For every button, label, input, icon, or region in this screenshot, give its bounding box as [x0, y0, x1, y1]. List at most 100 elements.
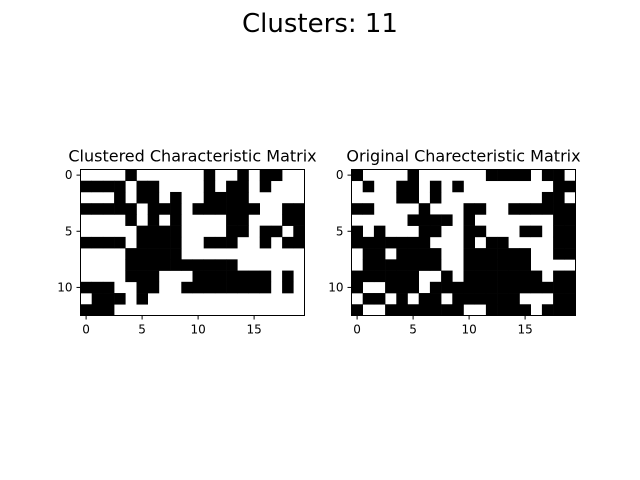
- heatmap-cell: [237, 203, 249, 215]
- heatmap-cell: [485, 281, 498, 294]
- heatmap-cell: [351, 225, 363, 238]
- heatmap-cell: [519, 169, 531, 182]
- heatmap-cell: [564, 180, 576, 193]
- heatmap-cell: [282, 281, 294, 294]
- heatmap-cell: [396, 259, 408, 271]
- heatmap-cell: [147, 214, 160, 226]
- heatmap-cell: [237, 214, 249, 226]
- heatmap-cell: [553, 248, 565, 260]
- heatmap-cell: [474, 248, 487, 260]
- heatmap-cell: [147, 248, 160, 260]
- heatmap-cell: [463, 281, 475, 294]
- heatmap-cell: [429, 225, 442, 238]
- heatmap-cell: [270, 169, 283, 182]
- heatmap-cell: [125, 259, 137, 271]
- heatmap-cell: [508, 203, 520, 215]
- heatmap-cell: [362, 293, 375, 305]
- figure-suptitle: Clusters: 11: [242, 9, 398, 39]
- heatmap-cell: [114, 191, 126, 204]
- heatmap-cell: [463, 225, 475, 238]
- heatmap-cell: [351, 236, 363, 249]
- heatmap-cell: [519, 225, 531, 238]
- heatmap-cell: [429, 214, 442, 226]
- heatmap-cell: [136, 180, 148, 193]
- heatmap-cell: [114, 180, 126, 193]
- heatmap-cell: [474, 225, 487, 238]
- heatmap-cell: [407, 281, 419, 294]
- heatmap-cell: [396, 293, 408, 305]
- heatmap-cell: [564, 281, 576, 294]
- heatmap-cell: [237, 281, 249, 294]
- heatmap-cell: [508, 169, 520, 182]
- panel-title: Original Charecteristic Matrix: [346, 147, 580, 166]
- heatmap-cell: [407, 214, 419, 226]
- heatmap-cell: [373, 293, 386, 305]
- heatmap-cell: [125, 270, 137, 283]
- heatmap-cell: [80, 236, 92, 249]
- heatmap-cell: [147, 281, 160, 294]
- heatmap-cell: [293, 236, 305, 249]
- heatmap-cell: [407, 169, 419, 182]
- heatmap-cell: [396, 248, 408, 260]
- heatmap-cell: [497, 169, 509, 182]
- heatmap-cell: [508, 293, 520, 305]
- heatmap-cell: [463, 214, 475, 226]
- heatmap-cell: [259, 225, 272, 238]
- heatmap-cell: [136, 236, 148, 249]
- heatmap-panels: Clustered Characteristic Matrix 0 5 10 15 0 5 1…: [57, 147, 580, 337]
- heatmap-cell: [463, 259, 475, 271]
- heatmap-cell: [564, 236, 576, 249]
- heatmap-cell: [463, 236, 475, 249]
- heatmap-cell: [474, 293, 487, 305]
- heatmap-cell: [385, 270, 397, 283]
- heatmap-cell: [226, 259, 238, 271]
- heatmap-cell: [226, 203, 238, 215]
- heatmap-cell: [136, 259, 148, 271]
- heatmap-cell: [418, 236, 431, 249]
- heatmap-cell: [102, 281, 115, 294]
- heatmap-cell: [203, 281, 216, 294]
- heatmap-cell: [373, 236, 386, 249]
- heatmap-cell: [351, 270, 363, 283]
- heatmap-cell: [114, 203, 126, 215]
- heatmap-cell: [497, 259, 509, 271]
- heatmap-cell: [237, 225, 249, 238]
- heatmap-cell: [508, 281, 520, 294]
- heatmap-cell: [429, 248, 442, 260]
- heatmap-cell: [497, 281, 509, 294]
- x-tick-label: 0: [82, 323, 90, 337]
- heatmap-cell: [136, 248, 148, 260]
- heatmap-cell: [259, 281, 272, 294]
- heatmap-cell: [553, 236, 565, 249]
- heatmap-cell: [396, 270, 408, 283]
- heatmap-cell: [519, 259, 531, 271]
- y-tick-label: 0: [65, 168, 73, 182]
- heatmap-cell: [147, 203, 160, 215]
- y-tick-label: 5: [65, 224, 73, 238]
- heatmap-cell: [351, 203, 363, 215]
- heatmap-cell: [226, 214, 238, 226]
- heatmap-cell: [564, 203, 576, 215]
- heatmap-cell: [553, 270, 565, 283]
- heatmap-cell: [530, 270, 543, 283]
- heatmap-cell: [362, 203, 375, 215]
- heatmap-cell: [351, 304, 363, 316]
- heatmap-cell: [91, 236, 104, 249]
- heatmap-cell: [270, 225, 283, 238]
- heatmap-cell: [147, 225, 160, 238]
- heatmap-cell: [147, 259, 160, 271]
- heatmap-cell: [441, 270, 453, 283]
- heatmap-cell: [541, 203, 554, 215]
- heatmap-cell: [519, 270, 531, 283]
- heatmap-cell: [474, 259, 487, 271]
- heatmap-cell: [203, 236, 216, 249]
- axes-frame: [80, 169, 305, 316]
- heatmap-cell: [396, 236, 408, 249]
- heatmap-cell: [170, 203, 182, 215]
- heatmap-cell: [373, 225, 386, 238]
- heatmap-cell: [508, 248, 520, 260]
- heatmap-cell: [530, 225, 543, 238]
- heatmap-cell: [530, 281, 543, 294]
